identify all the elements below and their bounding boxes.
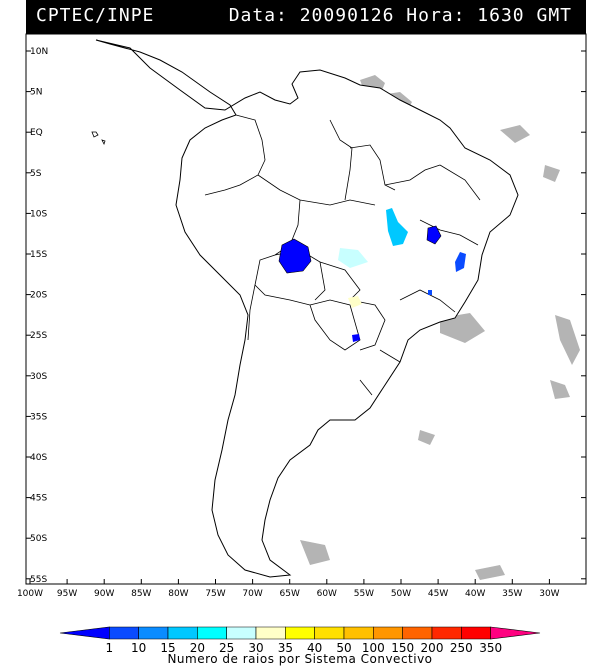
legend-tick-label: 150 (391, 641, 414, 655)
legend-swatch (109, 626, 139, 640)
legend-caption: Numero de raios por Sistema Convectivo (167, 652, 433, 666)
legend-swatch (314, 626, 345, 640)
storm-goias (386, 208, 408, 246)
lon-label: 75W (205, 589, 225, 599)
latitude-axis: 10N 5N EQ 5S 10S 15S 20S 25S 30S 35S 40S 45S 50S 55S (26, 47, 586, 585)
legend-tick-label: 100 (362, 641, 385, 655)
lon-label: 60W (317, 589, 337, 599)
storm-bolivia (278, 238, 312, 274)
source-label: CPTEC/INPE (36, 5, 155, 26)
date-value: 20090126 (299, 5, 395, 26)
lon-label: 50W (391, 589, 411, 599)
time-value: 1630 GMT (477, 5, 572, 26)
legend-swatch (167, 626, 198, 640)
lon-label: 45W (428, 589, 448, 599)
storm-minas (428, 290, 432, 295)
lat-label: 55S (30, 575, 47, 585)
legend-swatch (490, 626, 541, 640)
lon-label: 55W (354, 589, 374, 599)
legend-tick-label: 35 (278, 641, 293, 655)
legend-swatch (373, 626, 403, 640)
legend-swatch (255, 626, 286, 640)
lat-label: 10S (30, 209, 47, 219)
storm-paraguay (348, 296, 362, 308)
legend-swatch (197, 626, 227, 640)
lat-label: 20S (30, 291, 47, 301)
landmass (91, 39, 519, 578)
lat-label: 25S (30, 331, 47, 341)
lon-label: 65W (280, 589, 300, 599)
legend-swatch (461, 626, 491, 640)
legend-swatch (285, 626, 315, 640)
legend-tick-label: 25 (219, 641, 234, 655)
longitude-axis: 100W 95W 90W 85W 80W 75W 70W 65W 60W 55W 50W 45W 40W… (17, 579, 560, 599)
storm-mato-grosso (338, 248, 368, 268)
title-bar: CPTEC/INPE Data: 20090126 Hora: 1630 GMT (26, 0, 586, 34)
legend-swatch (59, 626, 110, 640)
islands (91, 131, 106, 146)
legend-swatch (343, 626, 374, 640)
legend-swatch (226, 626, 257, 640)
lon-label: 40W (465, 589, 485, 599)
legend-tick-label: 250 (450, 641, 473, 655)
legend-tick-label: 40 (307, 641, 322, 655)
lat-label: 15S (30, 250, 47, 260)
legend-tick-label: 50 (336, 641, 351, 655)
legend-tick-label: 200 (421, 641, 444, 655)
lat-label: 5N (30, 88, 42, 98)
legend-swatch (402, 626, 433, 640)
lat-label: 10N (30, 47, 48, 57)
colorbar-legend: 1 10 15 20 25 30 35 40 50 100 150 200 250 350 (59, 626, 541, 655)
lat-label: EQ (30, 128, 43, 138)
legend-tick-label: 350 (479, 641, 502, 655)
lon-label: 70W (242, 589, 262, 599)
storm-south (352, 334, 360, 342)
lat-label: 5S (30, 169, 42, 179)
legend-tick-label: 10 (131, 641, 146, 655)
legend-tick-label: 30 (248, 641, 263, 655)
time-label: Hora: (406, 5, 466, 26)
continent-outline (95, 39, 519, 578)
storm-bahia-west (426, 225, 442, 245)
lon-label: 35W (502, 589, 522, 599)
storm-bahia-east (455, 252, 466, 272)
lat-label: 30S (30, 372, 47, 382)
date-time-label: Data: 20090126 Hora: 1630 GMT (229, 5, 572, 26)
lon-label: 90W (94, 589, 114, 599)
storm-systems (278, 208, 466, 342)
legend-tick-label: 1 (106, 641, 114, 655)
lat-label: 50S (30, 534, 47, 544)
legend-swatch (138, 626, 169, 640)
lon-label: 85W (131, 589, 151, 599)
lon-label: 30W (539, 589, 559, 599)
lon-label: 95W (57, 589, 77, 599)
legend-swatch (431, 626, 462, 640)
lon-label: 100W (17, 589, 43, 599)
lon-label: 80W (168, 589, 188, 599)
date-label: Data: (228, 5, 288, 26)
lat-label: 40S (30, 453, 47, 463)
lat-label: 45S (30, 494, 47, 504)
lat-label: 35S (30, 412, 47, 422)
country-borders (204, 114, 481, 396)
legend-tick-label: 20 (190, 641, 205, 655)
legend-tick-label: 15 (160, 641, 175, 655)
